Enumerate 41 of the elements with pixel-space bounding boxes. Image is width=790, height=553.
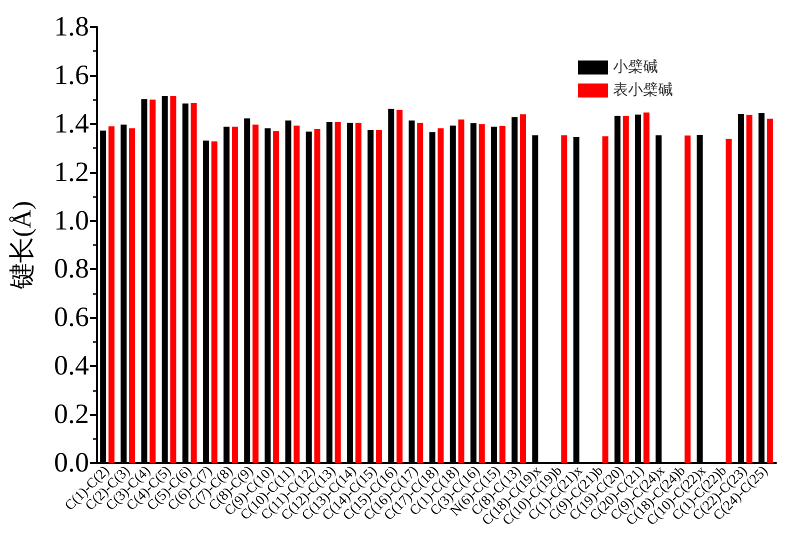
bar (232, 126, 238, 463)
bar (561, 135, 568, 463)
legend-label: 小檗碱 (613, 58, 658, 76)
bar (294, 126, 300, 463)
y-tick-label: 0.6 (54, 302, 89, 334)
bar (684, 136, 691, 463)
bar (766, 118, 773, 463)
bar (643, 112, 650, 463)
bar (150, 100, 156, 463)
y-axis-title: 键长(Å) (8, 200, 36, 290)
bar (252, 124, 259, 463)
bar (273, 131, 280, 463)
bar (334, 122, 341, 463)
y-tick-label: 1.2 (54, 156, 89, 188)
bar (170, 96, 176, 463)
bar (108, 126, 114, 463)
bar (396, 110, 403, 463)
bar (129, 128, 136, 463)
bar (376, 130, 382, 463)
bar (499, 126, 506, 463)
y-tick-label: 0.4 (54, 350, 89, 382)
bar (746, 114, 752, 463)
bar (190, 103, 197, 463)
bar (355, 122, 362, 463)
y-tick-label: 1.4 (54, 108, 89, 140)
bar (520, 114, 526, 463)
y-tick-label: 0.2 (54, 399, 89, 430)
bar (458, 120, 464, 463)
bar (438, 128, 444, 463)
bar (314, 128, 320, 463)
bar (622, 116, 629, 463)
y-tick-label: 1.0 (54, 205, 89, 236)
y-tick-label: 1.8 (54, 12, 89, 42)
legend-label: 表小檗碱 (613, 82, 673, 98)
bar (602, 136, 608, 463)
y-tick-label: 1.6 (54, 60, 89, 91)
bar (211, 141, 218, 463)
bar (417, 122, 424, 463)
y-tick-label: 0.8 (54, 254, 89, 285)
bar (726, 138, 732, 463)
bar (478, 124, 485, 463)
